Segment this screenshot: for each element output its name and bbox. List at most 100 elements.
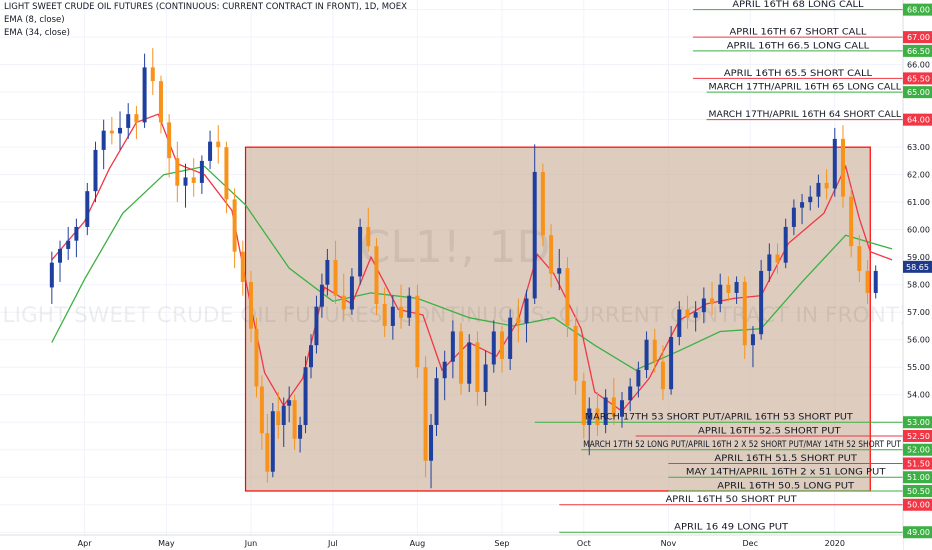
candle-body <box>800 202 805 208</box>
candle <box>669 325 674 395</box>
level-lines <box>534 9 903 533</box>
level-label: MARCH 17TH/APRIL 16TH 65 LONG CALL <box>709 83 902 93</box>
candle-body <box>175 158 180 186</box>
candle-body <box>49 262 54 288</box>
candle-body <box>573 325 578 381</box>
price-tag <box>903 31 932 44</box>
candle-body <box>74 226 79 241</box>
candle <box>298 416 303 453</box>
price-tick-label: 55.00 <box>907 363 930 372</box>
price-tag <box>903 3 932 16</box>
candle <box>224 141 229 214</box>
candle-body <box>857 246 862 271</box>
candle-body <box>142 67 147 123</box>
time-tick-label: May <box>158 539 175 548</box>
candle <box>240 240 245 296</box>
candle-body <box>540 171 545 236</box>
candle <box>849 188 854 258</box>
candle <box>483 350 488 406</box>
candle-body <box>158 81 163 123</box>
time-tick-label: Nov <box>661 539 677 548</box>
price-axis: 49.00 50.00 50.50 51.00 51.50 52.00 52.50 53.00… <box>903 3 932 539</box>
candle <box>540 163 545 247</box>
candle <box>516 298 521 343</box>
candle <box>532 144 537 304</box>
candle-body <box>726 284 731 293</box>
chart-title: LIGHT SWEET CRUDE OIL FUTURES (CONTINUOU… <box>4 2 407 12</box>
candle-body <box>216 141 221 148</box>
candle <box>248 270 253 343</box>
candle-body <box>734 281 739 293</box>
candle-body <box>248 281 253 329</box>
candle <box>358 218 363 285</box>
level-label: APRIL 16TH 65.5 SHORT CALL <box>724 69 873 79</box>
candle <box>857 235 862 282</box>
candle <box>840 125 845 208</box>
price-tick-label: 66.00 <box>907 61 930 70</box>
candle <box>399 284 404 329</box>
ema-34-line <box>51 165 893 371</box>
time-axis-background <box>0 535 903 550</box>
candle <box>281 397 286 447</box>
candle <box>620 391 625 428</box>
ema-fast-legend: EMA (8, close) <box>4 15 65 25</box>
candle <box>325 248 330 296</box>
level-label: MARCH 17TH/APRIL 16TH 64 SHORT CALL <box>709 110 902 120</box>
range-box <box>244 146 871 492</box>
candle <box>142 53 147 128</box>
candle-body <box>459 331 464 384</box>
candle <box>467 334 472 392</box>
candle <box>808 185 813 211</box>
price-tag <box>903 526 932 539</box>
candle-body <box>390 306 395 326</box>
candle-body <box>759 270 764 335</box>
candle <box>134 105 139 139</box>
price-tick-label: 57.00 <box>907 308 930 317</box>
candle <box>677 301 682 346</box>
price-tick-label: 65.50 <box>907 74 930 83</box>
candle <box>167 114 172 178</box>
candle-body <box>254 328 259 387</box>
candle <box>191 158 196 197</box>
candle <box>767 243 772 282</box>
candle-body <box>491 331 496 365</box>
candles <box>49 48 878 489</box>
price-tick-label: 62.00 <box>907 171 930 180</box>
candle-body <box>333 259 338 296</box>
candle-body <box>467 342 472 384</box>
candle <box>499 325 504 373</box>
price-tick-label: 64.00 <box>907 116 930 125</box>
candle-body <box>423 367 428 461</box>
candle-body <box>557 268 562 274</box>
time-tick-label: Jul <box>327 539 338 548</box>
candle <box>524 290 529 343</box>
candle <box>710 281 715 315</box>
candle-body <box>126 114 131 128</box>
price-tick-label: 53.00 <box>907 418 930 427</box>
candle-body <box>816 182 821 197</box>
candle-body <box>611 397 616 417</box>
candle-body <box>240 251 245 282</box>
candle <box>208 130 213 170</box>
price-tag <box>903 498 932 511</box>
candle-body <box>358 226 363 277</box>
candle <box>259 375 264 450</box>
candle-body <box>750 334 755 346</box>
candle <box>49 251 54 304</box>
price-tag <box>903 471 932 484</box>
candle-body <box>824 182 829 189</box>
candle <box>865 259 870 304</box>
price-tick-label: 54.00 <box>907 391 930 400</box>
candle <box>832 127 837 197</box>
candle <box>685 295 690 329</box>
candle-body <box>287 400 292 406</box>
candle <box>292 394 297 450</box>
candle-body <box>499 331 504 359</box>
ema-34-series <box>51 165 893 371</box>
candle <box>652 328 657 373</box>
price-tick-label: 52.00 <box>907 446 930 455</box>
price-tick-label: 65.00 <box>907 88 930 97</box>
candle <box>314 295 319 354</box>
price-tick-label: 51.50 <box>907 459 930 468</box>
